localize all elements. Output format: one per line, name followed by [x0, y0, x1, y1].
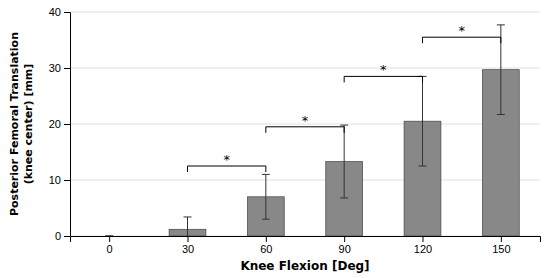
tick-label: 60	[260, 243, 272, 255]
error-bar	[340, 125, 348, 198]
axis-line	[64, 13, 71, 237]
marks	[105, 25, 519, 236]
grid-line	[70, 68, 540, 69]
tick-label: 30	[182, 243, 194, 255]
error-bar	[262, 174, 270, 219]
tick-label: 0	[55, 230, 61, 242]
error-bar-line	[419, 76, 427, 166]
significance-label: *	[223, 152, 230, 167]
tick-label: 10	[49, 174, 61, 186]
tick-mark	[64, 236, 70, 237]
tick: 0	[55, 230, 70, 242]
tick: 60	[260, 236, 272, 255]
significance-label: *	[458, 23, 465, 38]
tick-mark	[344, 236, 345, 242]
tick: 120	[414, 236, 432, 255]
x-axis: 0 30 60 90 120 150	[71, 236, 541, 255]
grid-line	[70, 12, 540, 13]
bar	[91, 236, 128, 237]
tick-label: 0	[107, 243, 113, 255]
tick-label: 90	[339, 243, 351, 255]
tick-mark	[266, 236, 267, 242]
y-axis-title: Posterior Femoral Translation(knee cente…	[8, 32, 35, 216]
tick-mark	[64, 12, 70, 13]
tick: 0	[107, 236, 113, 255]
significance-label: *	[302, 113, 309, 128]
tick-mark	[188, 236, 189, 242]
tick-label: 20	[49, 118, 61, 130]
y-axis-title-line: (knee center) [mm]	[22, 64, 35, 185]
annotations: * * * *	[223, 23, 465, 167]
error-bar-line	[105, 236, 113, 237]
tick-mark	[109, 236, 110, 242]
plot: 0 30 60 90 120 150 0 10 20 30 40 * * * * Knee Flexion […	[8, 6, 541, 273]
tick: 30	[182, 236, 194, 255]
tick-mark	[64, 124, 70, 125]
tick-label: 40	[49, 6, 61, 18]
chart: 0 30 60 90 120 150 0 10 20 30 40 * * * * Knee Flexion […	[0, 0, 552, 278]
tick-label: 30	[49, 62, 61, 74]
significance-label: *	[380, 62, 387, 77]
tick-mark	[64, 180, 70, 181]
tick: 150	[492, 236, 510, 255]
error-bar-line	[184, 217, 192, 236]
tick-label: 150	[492, 243, 510, 255]
y-axis-title-line: Posterior Femoral Translation	[8, 32, 21, 216]
error-bar-line	[340, 125, 348, 198]
tick: 20	[49, 118, 70, 130]
tick: 10	[49, 174, 70, 186]
tick-label: 120	[414, 243, 432, 255]
error-bar-line	[262, 174, 270, 219]
tick: 30	[49, 62, 70, 74]
tick: 90	[339, 236, 351, 255]
tick: 40	[49, 6, 70, 18]
x-axis-title: Knee Flexion [Deg]	[240, 259, 369, 273]
axis-line	[71, 237, 541, 243]
tick-mark	[423, 236, 424, 242]
tick-mark	[501, 236, 502, 242]
error-bar	[184, 217, 192, 236]
grid-line	[70, 180, 540, 181]
y-axis: 0 10 20 30 40	[49, 6, 71, 242]
grid	[70, 12, 540, 236]
error-bar	[419, 76, 427, 166]
error-bar	[105, 236, 113, 237]
tick-mark	[64, 68, 70, 69]
